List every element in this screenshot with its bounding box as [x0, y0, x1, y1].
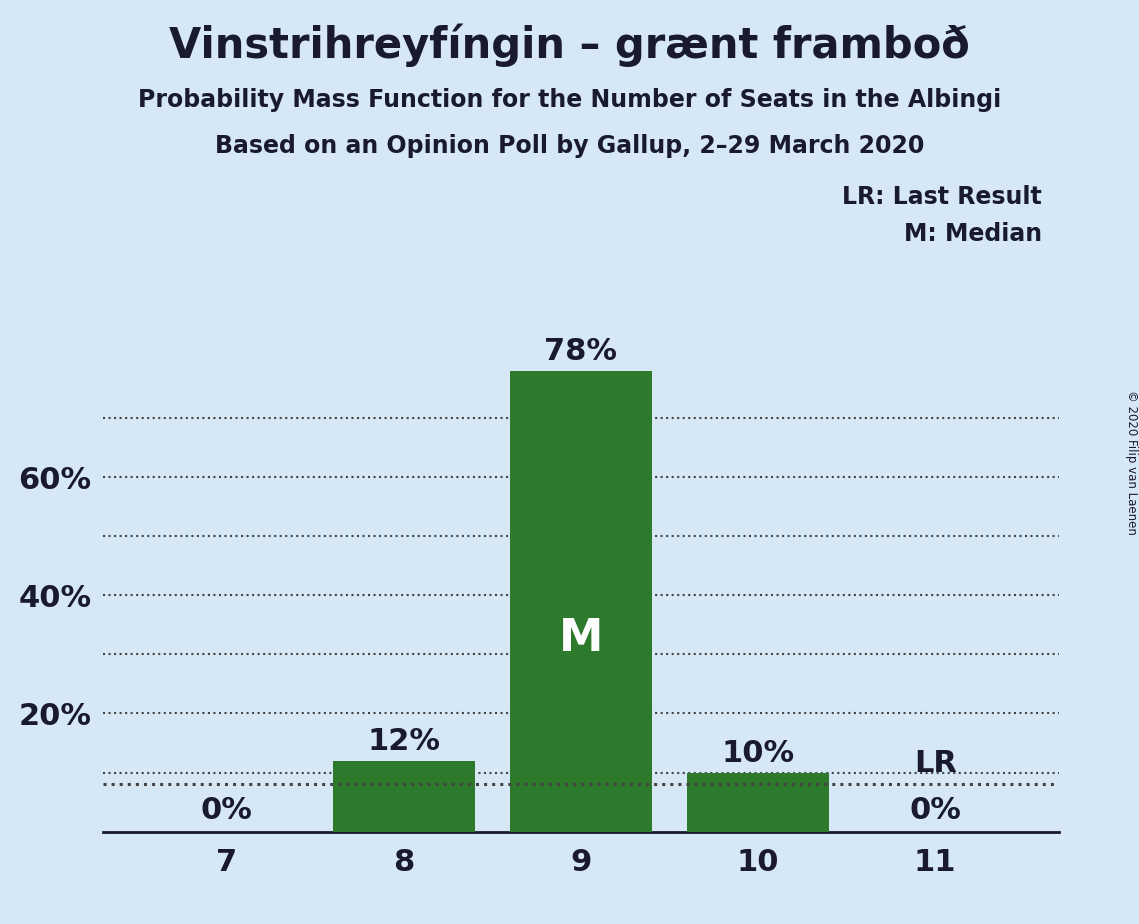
Text: © 2020 Filip van Laenen: © 2020 Filip van Laenen	[1124, 390, 1138, 534]
Text: Vinstrihreyfíngin – grænt framboð: Vinstrihreyfíngin – grænt framboð	[169, 23, 970, 67]
Text: 0%: 0%	[909, 796, 961, 824]
Text: LR: Last Result: LR: Last Result	[843, 185, 1042, 209]
Text: Based on an Opinion Poll by Gallup, 2–29 March 2020: Based on an Opinion Poll by Gallup, 2–29…	[215, 134, 924, 158]
Text: 78%: 78%	[544, 337, 617, 366]
Text: 12%: 12%	[367, 727, 440, 756]
Text: Probability Mass Function for the Number of Seats in the Albingi: Probability Mass Function for the Number…	[138, 88, 1001, 112]
Text: 10%: 10%	[721, 739, 795, 768]
Text: LR: LR	[913, 749, 957, 778]
Text: M: M	[559, 616, 603, 660]
Text: M: Median: M: Median	[904, 222, 1042, 246]
Bar	[687, 772, 829, 832]
Text: 0%: 0%	[200, 796, 253, 824]
Bar	[510, 371, 652, 832]
Bar	[333, 760, 475, 832]
